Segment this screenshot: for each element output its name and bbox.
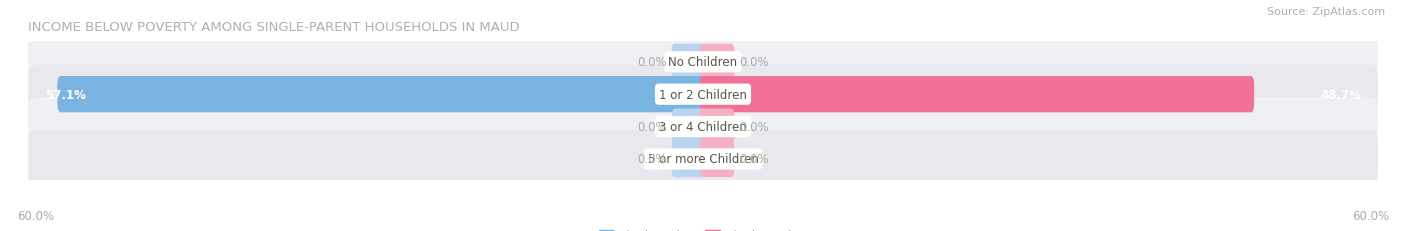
Text: 0.0%: 0.0%	[637, 153, 666, 166]
FancyBboxPatch shape	[700, 141, 734, 177]
FancyBboxPatch shape	[700, 77, 1254, 113]
FancyBboxPatch shape	[28, 130, 1378, 188]
Text: 60.0%: 60.0%	[17, 209, 53, 222]
Text: Source: ZipAtlas.com: Source: ZipAtlas.com	[1267, 7, 1385, 17]
Text: 48.7%: 48.7%	[1320, 88, 1361, 101]
FancyBboxPatch shape	[672, 45, 706, 81]
FancyBboxPatch shape	[700, 109, 734, 145]
Text: 1 or 2 Children: 1 or 2 Children	[659, 88, 747, 101]
Text: 0.0%: 0.0%	[637, 56, 666, 69]
Text: 5 or more Children: 5 or more Children	[648, 153, 758, 166]
Text: 60.0%: 60.0%	[1353, 209, 1389, 222]
Text: INCOME BELOW POVERTY AMONG SINGLE-PARENT HOUSEHOLDS IN MAUD: INCOME BELOW POVERTY AMONG SINGLE-PARENT…	[28, 21, 520, 33]
FancyBboxPatch shape	[672, 109, 706, 145]
FancyBboxPatch shape	[700, 45, 734, 81]
Text: 0.0%: 0.0%	[740, 121, 769, 134]
Legend: Single Father, Single Mother: Single Father, Single Mother	[593, 224, 813, 231]
FancyBboxPatch shape	[28, 98, 1378, 156]
Text: 57.1%: 57.1%	[45, 88, 86, 101]
Text: 0.0%: 0.0%	[740, 153, 769, 166]
FancyBboxPatch shape	[28, 65, 1378, 124]
FancyBboxPatch shape	[672, 141, 706, 177]
FancyBboxPatch shape	[28, 33, 1378, 92]
Text: 3 or 4 Children: 3 or 4 Children	[659, 121, 747, 134]
Text: 0.0%: 0.0%	[637, 121, 666, 134]
FancyBboxPatch shape	[58, 77, 706, 113]
Text: No Children: No Children	[668, 56, 738, 69]
Text: 0.0%: 0.0%	[740, 56, 769, 69]
